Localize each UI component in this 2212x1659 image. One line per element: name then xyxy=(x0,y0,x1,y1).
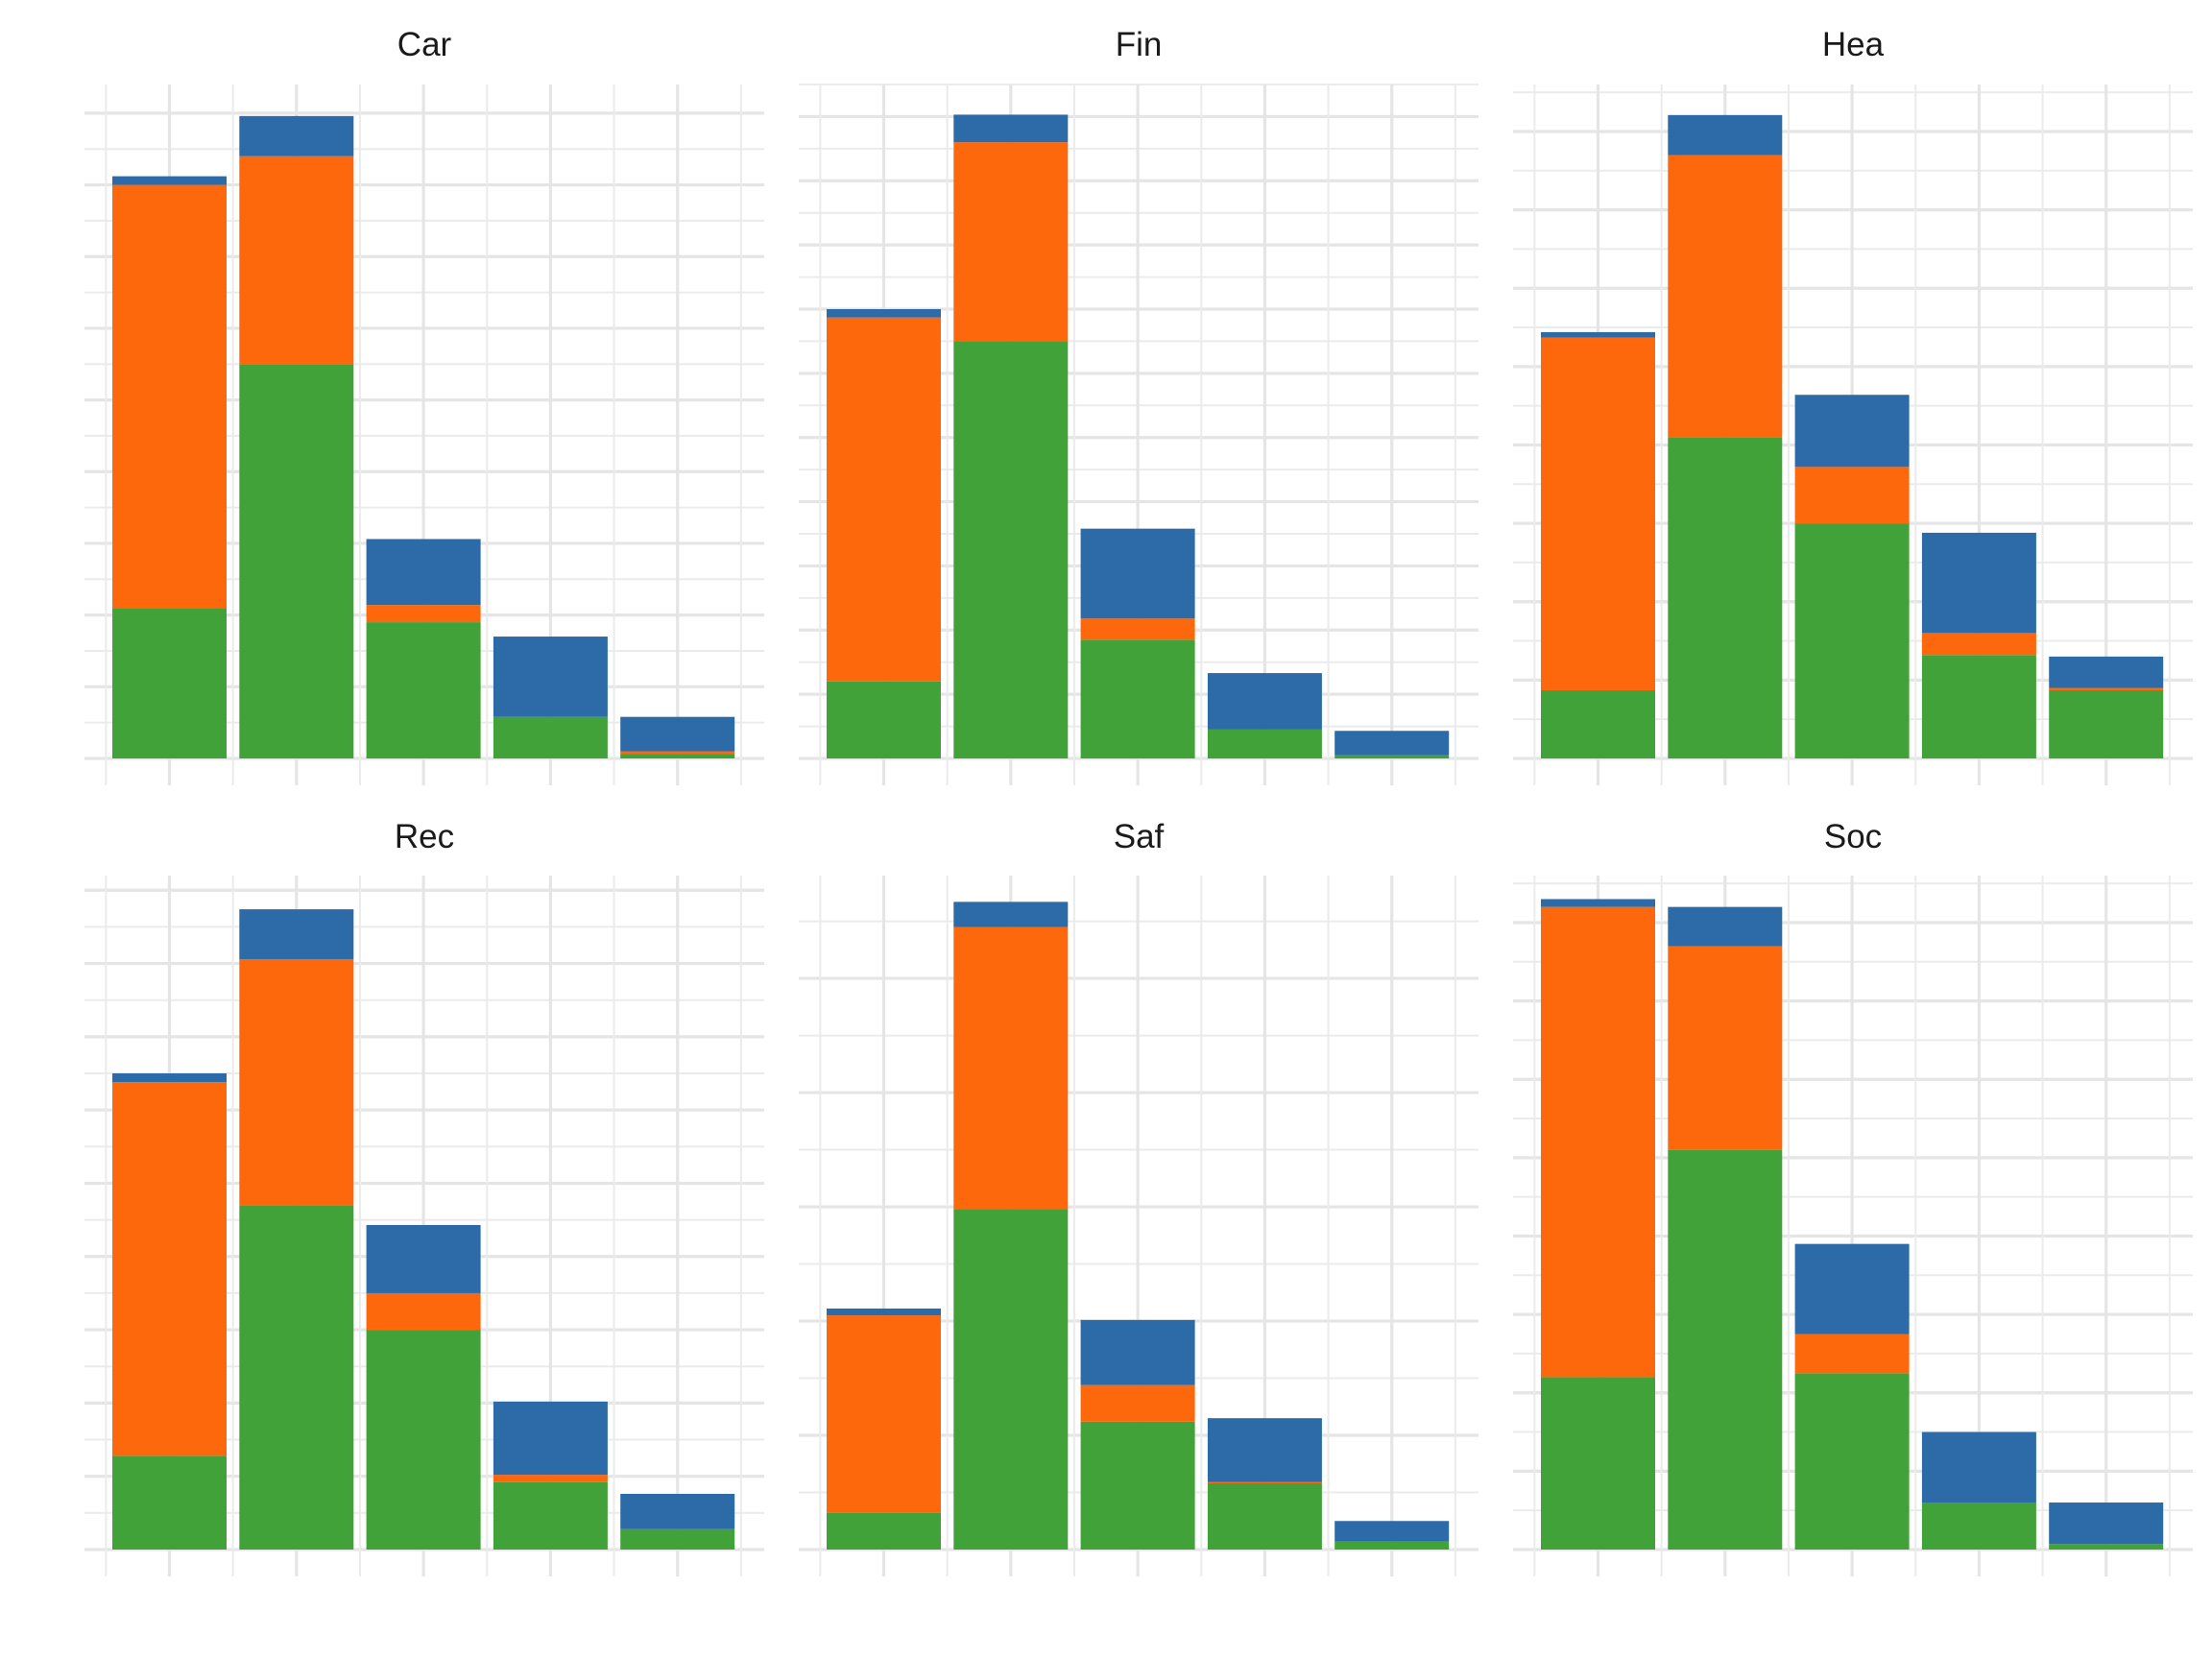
bar-segment-green-5 xyxy=(1334,755,1450,758)
bar-segment-orange-2 xyxy=(239,958,354,1206)
bar-segment-green-2 xyxy=(1668,1149,1783,1550)
facet-panel-hea: Hea xyxy=(1513,26,2193,785)
bar-segment-green-2 xyxy=(1668,437,1783,758)
bar-segment-orange-3 xyxy=(366,605,481,623)
bar-segment-blue-5 xyxy=(620,1494,735,1529)
bar-segment-orange-2 xyxy=(953,142,1069,342)
bar-segment-blue-4 xyxy=(1207,673,1322,730)
bar-segment-green-5 xyxy=(2049,1544,2164,1550)
bar-segment-green-1 xyxy=(112,608,227,758)
bar-segment-orange-3 xyxy=(1794,467,1910,524)
bar-segment-blue-1 xyxy=(1541,899,1655,907)
bar-segment-green-5 xyxy=(620,754,735,758)
bar-segment-orange-2 xyxy=(239,156,354,365)
bar-segment-blue-4 xyxy=(493,637,608,717)
facet-title: Fin xyxy=(1116,26,1163,63)
bar-segment-blue-1 xyxy=(827,309,941,318)
bar-segment-green-3 xyxy=(1794,523,1910,758)
bar-segment-green-1 xyxy=(827,681,941,758)
facet-title: Car xyxy=(397,26,452,63)
bar-segment-blue-3 xyxy=(1794,395,1910,468)
bar-segment-blue-1 xyxy=(1541,331,1655,338)
bar-segment-green-4 xyxy=(493,716,608,758)
bar-segment-orange-3 xyxy=(366,1292,481,1331)
bar-segment-orange-1 xyxy=(1541,337,1655,690)
bar-segment-blue-5 xyxy=(1334,1521,1450,1542)
bar-segment-blue-4 xyxy=(493,1401,608,1476)
bar-segment-blue-2 xyxy=(953,902,1069,927)
bar-segment-blue-1 xyxy=(112,176,227,185)
bar-segment-orange-2 xyxy=(1668,946,1783,1150)
bar-segment-orange-3 xyxy=(1080,1384,1195,1422)
bar-segment-blue-3 xyxy=(1794,1243,1910,1334)
bar-segment-green-4 xyxy=(1207,1482,1322,1550)
bar-segment-green-1 xyxy=(1541,689,1655,758)
bar-segment-blue-3 xyxy=(1080,1319,1195,1385)
bar-segment-green-1 xyxy=(1541,1377,1655,1550)
bar-segment-orange-5 xyxy=(620,751,735,755)
bar-segment-green-5 xyxy=(620,1528,735,1550)
bar-segment-blue-5 xyxy=(2049,1503,2164,1545)
bar-segment-green-5 xyxy=(1334,1541,1450,1550)
bar-segment-green-3 xyxy=(1080,1421,1195,1550)
bar-segment-blue-3 xyxy=(366,1224,481,1293)
facet-title: Hea xyxy=(1822,26,1885,63)
facet-panel-saf: Saf xyxy=(799,818,1479,1576)
bar-segment-blue-5 xyxy=(1334,731,1450,756)
bar-segment-green-4 xyxy=(493,1481,608,1550)
bar-segment-green-4 xyxy=(1921,1503,2036,1550)
facet-title: Saf xyxy=(1114,818,1165,855)
bar-segment-green-2 xyxy=(239,364,354,758)
facet-panel-soc: Soc xyxy=(1513,818,2193,1576)
bar-segment-orange-1 xyxy=(827,1315,941,1513)
bar-segment-orange-3 xyxy=(1080,618,1195,640)
bar-segment-green-3 xyxy=(366,1330,481,1550)
bar-segment-orange-4 xyxy=(493,1475,608,1482)
facet-title: Soc xyxy=(1824,818,1882,855)
bar-segment-blue-4 xyxy=(1921,532,2036,634)
bar-segment-blue-3 xyxy=(366,539,481,606)
bar-segment-orange-1 xyxy=(112,184,227,609)
bar-segment-green-2 xyxy=(239,1205,354,1550)
bar-segment-blue-2 xyxy=(953,114,1069,143)
bar-segment-blue-2 xyxy=(239,909,354,959)
bar-segment-blue-2 xyxy=(1668,114,1783,156)
bar-segment-green-4 xyxy=(1921,655,2036,758)
bar-segment-blue-3 xyxy=(1080,528,1195,619)
bar-segment-blue-1 xyxy=(112,1073,227,1083)
bar-segment-blue-4 xyxy=(1921,1431,2036,1503)
bar-segment-blue-5 xyxy=(2049,656,2164,688)
facet-panel-fin: Fin xyxy=(799,26,1479,785)
facet-panel-rec: Rec xyxy=(84,818,764,1576)
bar-segment-orange-2 xyxy=(1668,155,1783,438)
bar-segment-green-4 xyxy=(1207,729,1322,758)
bar-segment-green-5 xyxy=(2049,689,2164,758)
bar-segment-orange-1 xyxy=(827,317,941,682)
bar-segment-green-2 xyxy=(953,341,1069,758)
bar-segment-green-3 xyxy=(1080,639,1195,758)
bar-segment-green-1 xyxy=(112,1455,227,1550)
bar-segment-blue-1 xyxy=(827,1308,941,1316)
bar-segment-green-3 xyxy=(1794,1373,1910,1550)
bar-segment-green-1 xyxy=(827,1512,941,1550)
bar-segment-blue-2 xyxy=(239,115,354,156)
bar-segment-orange-3 xyxy=(1794,1334,1910,1374)
bar-segment-orange-2 xyxy=(953,926,1069,1210)
bar-segment-orange-5 xyxy=(2049,687,2164,690)
bar-segment-orange-4 xyxy=(1921,633,2036,656)
bar-segment-green-2 xyxy=(953,1209,1069,1550)
bar-segment-orange-4 xyxy=(1207,1481,1322,1483)
bar-segment-green-3 xyxy=(366,622,481,758)
facet-panel-car: Car xyxy=(84,26,764,785)
bar-segment-blue-2 xyxy=(1668,906,1783,947)
facet-title: Rec xyxy=(395,818,454,855)
bar-segment-blue-5 xyxy=(620,716,735,752)
bar-segment-blue-4 xyxy=(1207,1418,1322,1482)
bar-segment-orange-1 xyxy=(1541,906,1655,1378)
bar-segment-orange-1 xyxy=(112,1082,227,1456)
